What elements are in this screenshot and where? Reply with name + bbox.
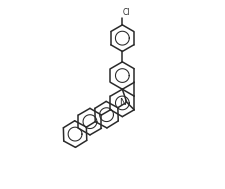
Text: Cl: Cl [122,8,129,17]
Text: N: N [119,98,125,107]
